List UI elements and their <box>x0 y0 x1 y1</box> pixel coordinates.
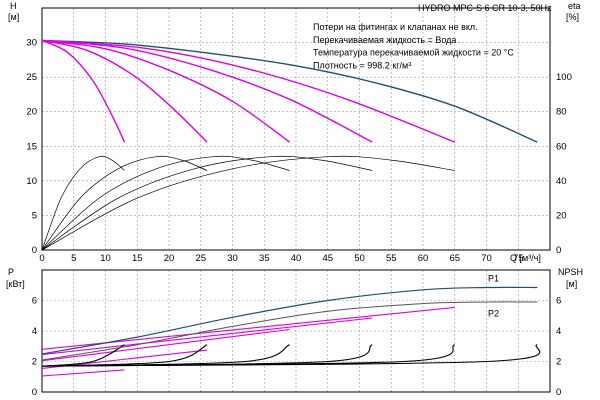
pump-power-curve <box>41 317 373 356</box>
h-tick-label: 25 <box>26 72 37 83</box>
x-tick-label: 55 <box>386 253 397 264</box>
p-tick-label: 0 <box>32 387 37 398</box>
eta-axis-unit: [%] <box>566 12 579 22</box>
efficiency-curve <box>41 155 125 251</box>
npsh-curve <box>41 344 208 367</box>
x-tick-label: 5 <box>71 253 76 264</box>
efficiency-curve <box>41 155 290 251</box>
x-tick-label: 0 <box>39 253 44 264</box>
eta-tick-label: 80 <box>556 107 567 118</box>
chart-title: HYDRO MPC-S 6 CR 10-3, 50Hz <box>418 3 552 13</box>
x-tick-label: 75 <box>513 253 524 264</box>
pump-head-curve <box>41 39 373 143</box>
note-line: Температура перекачиваемой жидкости = 20… <box>313 48 514 58</box>
eta-axis-label: eta <box>568 1 581 11</box>
pump-head-curve <box>41 39 291 143</box>
x-axis-label: Q [м³/ч] <box>510 253 541 263</box>
efficiency-curve <box>41 155 455 251</box>
x-tick-label: 30 <box>227 253 238 264</box>
x-tick-label: 45 <box>322 253 333 264</box>
x-tick-label: 40 <box>291 253 302 264</box>
x-tick-label: 60 <box>418 253 429 264</box>
pump-head-curve <box>41 39 456 143</box>
p1-label: P1 <box>488 273 499 283</box>
p2-curve <box>41 301 538 361</box>
x-tick-label: 50 <box>354 253 365 264</box>
max-head-curve <box>41 39 538 143</box>
h-tick-label: 30 <box>26 38 37 49</box>
efficiency-curve <box>41 155 373 251</box>
x-tick-label: 35 <box>259 253 270 264</box>
pump-power-curve <box>41 328 290 362</box>
power-plot-frame <box>41 269 551 393</box>
eta-tick-label: 20 <box>556 210 567 221</box>
p-tick-label: 2 <box>32 357 37 368</box>
x-tick-label: 65 <box>449 253 460 264</box>
eta-tick-label: 40 <box>556 176 567 187</box>
pump-head-curve <box>41 39 208 143</box>
x-tick-label: 15 <box>132 253 143 264</box>
p-axis-unit: [кВт] <box>6 279 25 289</box>
efficiency-curve <box>41 155 208 251</box>
x-tick-label: 25 <box>195 253 206 264</box>
pump-head-curve <box>41 39 126 143</box>
h-tick-label: 5 <box>32 210 37 221</box>
h-tick-label: 20 <box>26 107 37 118</box>
npsh-curve <box>41 344 541 367</box>
x-tick-label: 10 <box>100 253 111 264</box>
eta-tick-label: 60 <box>556 141 567 152</box>
note-line: Плотность = 998.2 кг/м³ <box>313 60 411 70</box>
p2-label: P2 <box>488 309 499 319</box>
eta-tick-label: 0 <box>556 245 561 256</box>
h-axis-unit: [м] <box>8 12 19 22</box>
pump-power-curve <box>41 369 125 377</box>
x-tick-label: 70 <box>481 253 492 264</box>
note-line: Потери на фитингах и клапанах не вкл. <box>313 22 478 32</box>
npsh-tick-label: 0 <box>556 387 561 398</box>
npsh-axis-label: NPSH <box>558 267 583 277</box>
eta-tick-label: 100 <box>556 72 572 83</box>
h-tick-label: 10 <box>26 176 37 187</box>
p1-curve <box>41 286 538 355</box>
x-tick-label: 20 <box>164 253 175 264</box>
npsh-axis-unit: [м] <box>566 279 577 289</box>
npsh-tick-label: 4 <box>556 326 561 337</box>
h-tick-label: 15 <box>26 141 37 152</box>
note-line: Перекачиваемая жидкость = Вода <box>313 35 456 45</box>
npsh-tick-label: 2 <box>556 357 561 368</box>
p-tick-label: 6 <box>32 296 37 307</box>
head-plot-frame <box>41 7 551 251</box>
p-axis-label: P <box>8 267 14 277</box>
h-axis-label: H <box>10 1 17 11</box>
p-tick-label: 4 <box>32 326 37 337</box>
h-tick-label: 0 <box>32 245 37 256</box>
npsh-tick-label: 6 <box>556 296 561 307</box>
